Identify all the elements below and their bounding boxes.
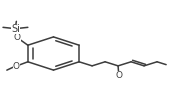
Text: O: O <box>14 33 21 42</box>
Text: O: O <box>115 71 122 80</box>
Text: Si: Si <box>11 24 20 34</box>
Text: O: O <box>13 62 20 71</box>
